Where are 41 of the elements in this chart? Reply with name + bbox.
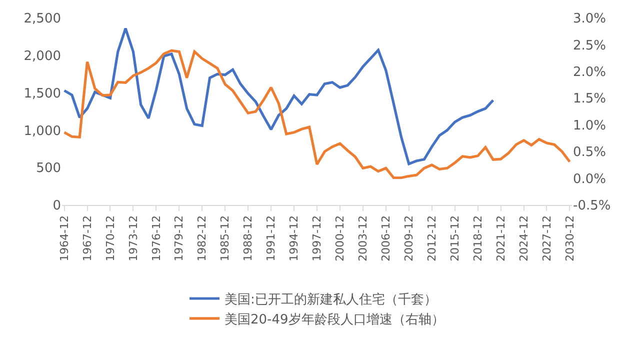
x-tick-label: 2012-12: [425, 215, 438, 262]
x-tick-label: 2021-12: [494, 215, 508, 262]
x-tick-label: 2000-12: [334, 215, 347, 262]
x-tick-label: 1988-12: [242, 215, 255, 262]
x-tick-label: 1979-12: [172, 215, 186, 262]
x-tick-label: 1994-12: [288, 215, 301, 262]
line-series: [63, 27, 494, 166]
x-tick-label: 1985-12: [218, 215, 232, 262]
y2-tick-label: 2.0%: [573, 64, 606, 80]
y-tick-label: 0: [52, 198, 61, 214]
y2-tick-label: 0.0%: [573, 172, 606, 187]
legend-label: 美国20-49岁年龄段人口增速（右轴）: [224, 311, 444, 328]
line-series: [63, 49, 571, 180]
x-tick-label: 2018-12: [471, 215, 484, 262]
y-tick-label: 1,500: [24, 86, 61, 102]
x-tick-label: 1964-12: [58, 215, 71, 262]
y2-tick-label: -0.5%: [573, 198, 611, 214]
x-tick-label: 1991-12: [264, 215, 278, 262]
y-tick-label: 1,000: [24, 124, 61, 139]
y2-tick-label: 2.5%: [573, 38, 606, 54]
x-tick-label: 2027-12: [540, 215, 554, 262]
y-tick-label: 2,000: [24, 48, 61, 64]
y2-tick-label: 3.0%: [573, 12, 606, 27]
x-tick-label: 1970-12: [104, 215, 117, 262]
y-tick-label: 2,500: [24, 12, 61, 27]
x-tick-label: 2003-12: [356, 215, 370, 262]
x-tick-label: 2009-12: [402, 215, 416, 262]
y2-tick-label: 1.5%: [573, 92, 606, 107]
x-tick-label: 1997-12: [310, 215, 324, 262]
y-tick-label: 500: [36, 161, 61, 176]
legend-label: 美国:已开工的新建私人住宅（千套）: [224, 292, 437, 308]
x-tick-label: 2024-12: [517, 215, 530, 262]
x-tick-label: 1976-12: [150, 215, 163, 262]
y2-tick-label: 0.5%: [573, 145, 606, 160]
x-tick-label: 2006-12: [379, 215, 392, 262]
x-tick-label: 1973-12: [126, 215, 140, 262]
x-tick-label: 1982-12: [196, 215, 209, 262]
x-tick-label: 2030-12: [563, 215, 576, 262]
x-tick-label: 2015-12: [448, 215, 462, 262]
x-tick-label: 1967-12: [80, 215, 94, 262]
y2-tick-label: 1.0%: [573, 118, 606, 134]
